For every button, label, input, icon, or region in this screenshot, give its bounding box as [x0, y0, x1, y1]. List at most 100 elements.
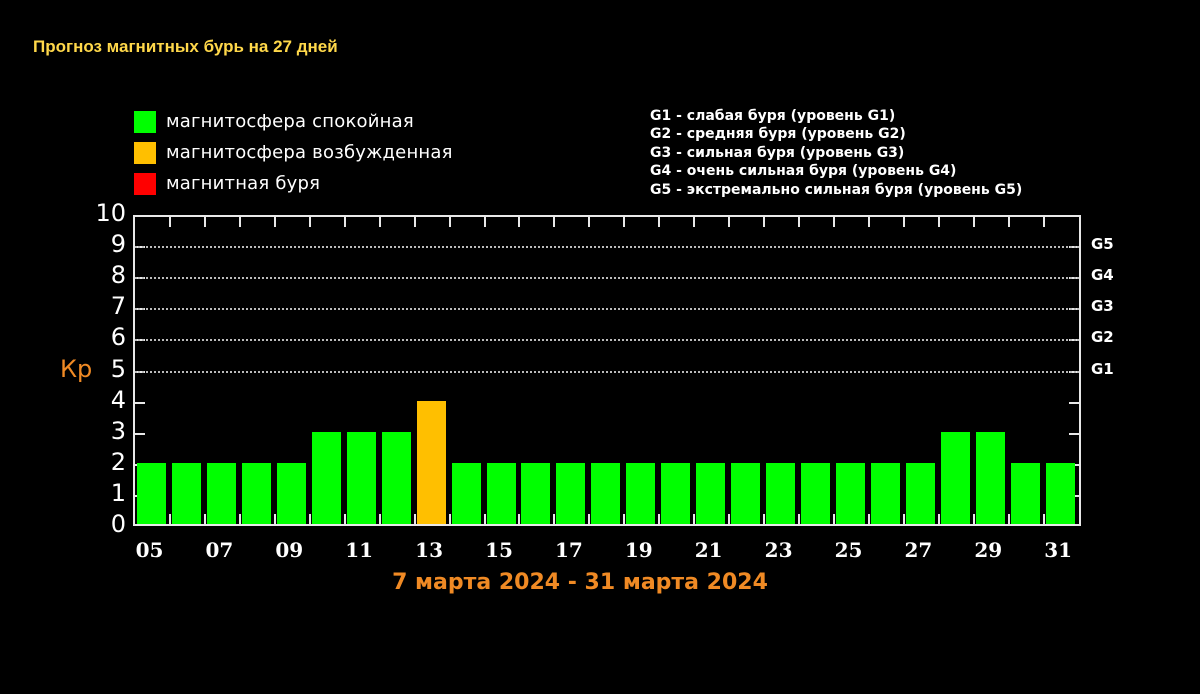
x-tick-mark [413, 217, 416, 227]
x-tick-label: 19 [624, 538, 653, 562]
x-tick-mark [1007, 217, 1010, 227]
y-tick-label: 6 [110, 323, 126, 352]
x-tick-mark [867, 514, 870, 524]
g-level-label: G2 [1091, 328, 1114, 347]
y-tick-label: 7 [110, 292, 126, 321]
y-tick-mark [1069, 401, 1079, 404]
y-tick-mark [135, 401, 145, 404]
bar [137, 462, 166, 524]
legend-item-storm: магнитная буря [134, 168, 453, 199]
x-tick-mark [343, 217, 346, 227]
x-tick-mark [343, 514, 346, 524]
x-tick-mark [623, 217, 626, 227]
bar [311, 431, 341, 524]
x-tick-mark [693, 217, 696, 227]
green-swatch-icon [134, 110, 156, 133]
x-tick-mark [623, 514, 626, 524]
bar [905, 462, 935, 524]
bar [521, 462, 551, 524]
g-level-label: G3 [1091, 297, 1114, 316]
legend-label: магнитосфера спокойная [166, 111, 414, 132]
x-tick-mark [448, 217, 451, 227]
x-tick-label: 15 [485, 538, 513, 562]
x-tick-mark [867, 217, 870, 227]
red-swatch-icon [134, 172, 156, 195]
x-tick-mark [518, 514, 521, 524]
bar [731, 462, 761, 524]
gridline [135, 308, 1079, 311]
bar [661, 462, 691, 524]
bar [696, 462, 726, 524]
x-tick-label: 05 [135, 538, 164, 562]
x-tick-mark [483, 514, 486, 524]
x-tick-mark [763, 217, 766, 227]
legend-label: магнитная буря [166, 173, 321, 194]
x-tick-label: 27 [904, 538, 933, 562]
y-tick-label: 4 [110, 385, 126, 414]
x-tick-mark [798, 514, 801, 524]
x-tick-mark [483, 217, 486, 227]
g-legend-item: G4 - очень сильная буря (уровень G4) [650, 163, 957, 180]
x-tick-mark [937, 514, 940, 524]
x-tick-mark [378, 217, 381, 227]
gridline [135, 277, 1079, 280]
bar [626, 462, 656, 524]
bar [241, 462, 271, 524]
x-tick-mark [1007, 514, 1010, 524]
x-tick-label: 31 [1044, 538, 1073, 562]
g-legend-item: G5 - экстремально сильная буря (уровень … [650, 181, 1023, 198]
x-tick-mark [588, 217, 591, 227]
bar [346, 431, 376, 524]
y-tick-label: 1 [110, 478, 126, 507]
x-tick-mark [693, 514, 696, 524]
bar [276, 462, 306, 524]
x-tick-mark [203, 514, 206, 524]
y-axis-label: Кр [60, 355, 93, 383]
gridline [135, 246, 1079, 249]
x-tick-mark [972, 514, 975, 524]
x-tick-label: 29 [974, 538, 1003, 562]
x-tick-label: 21 [694, 538, 723, 562]
y-tick-mark [1069, 432, 1079, 435]
bar [1010, 462, 1040, 524]
x-tick-mark [308, 217, 311, 227]
x-tick-mark [413, 514, 416, 524]
x-tick-mark [658, 217, 661, 227]
x-tick-mark [937, 217, 940, 227]
x-tick-label: 25 [834, 538, 863, 562]
bar [1045, 462, 1075, 524]
x-tick-mark [833, 514, 835, 524]
y-tick-label: 10 [95, 199, 126, 227]
x-tick-label: 11 [345, 538, 374, 562]
y-tick-label: 2 [110, 447, 126, 476]
x-tick-mark [273, 217, 276, 227]
bar [940, 431, 970, 524]
bar [870, 462, 900, 524]
legend-item-quiet: магнитосфера спокойная [134, 106, 453, 137]
g-level-label: G1 [1091, 359, 1114, 378]
bar [836, 462, 865, 524]
x-tick-mark [972, 217, 975, 227]
x-tick-mark [798, 217, 801, 227]
x-tick-mark [728, 217, 731, 227]
y-tick-label: 0 [110, 510, 126, 538]
bar [801, 462, 831, 524]
bar [975, 431, 1005, 524]
g-level-label: G4 [1091, 266, 1114, 285]
x-tick-mark [238, 514, 241, 524]
g-level-label: G5 [1091, 235, 1114, 254]
x-tick-mark [553, 217, 556, 227]
bar [486, 462, 516, 524]
y-tick-label: 5 [110, 354, 126, 383]
bar [451, 462, 481, 524]
plot-area [133, 215, 1081, 526]
bar [381, 431, 411, 524]
y-tick-label: 8 [110, 261, 126, 290]
y-tick-label: 3 [110, 416, 126, 445]
x-tick-mark [763, 514, 766, 524]
bar [556, 462, 586, 524]
y-tick-label: 9 [110, 230, 126, 259]
g-legend-item: G3 - сильная буря (уровень G3) [650, 144, 905, 161]
bar [766, 462, 796, 524]
x-tick-mark [308, 514, 311, 524]
